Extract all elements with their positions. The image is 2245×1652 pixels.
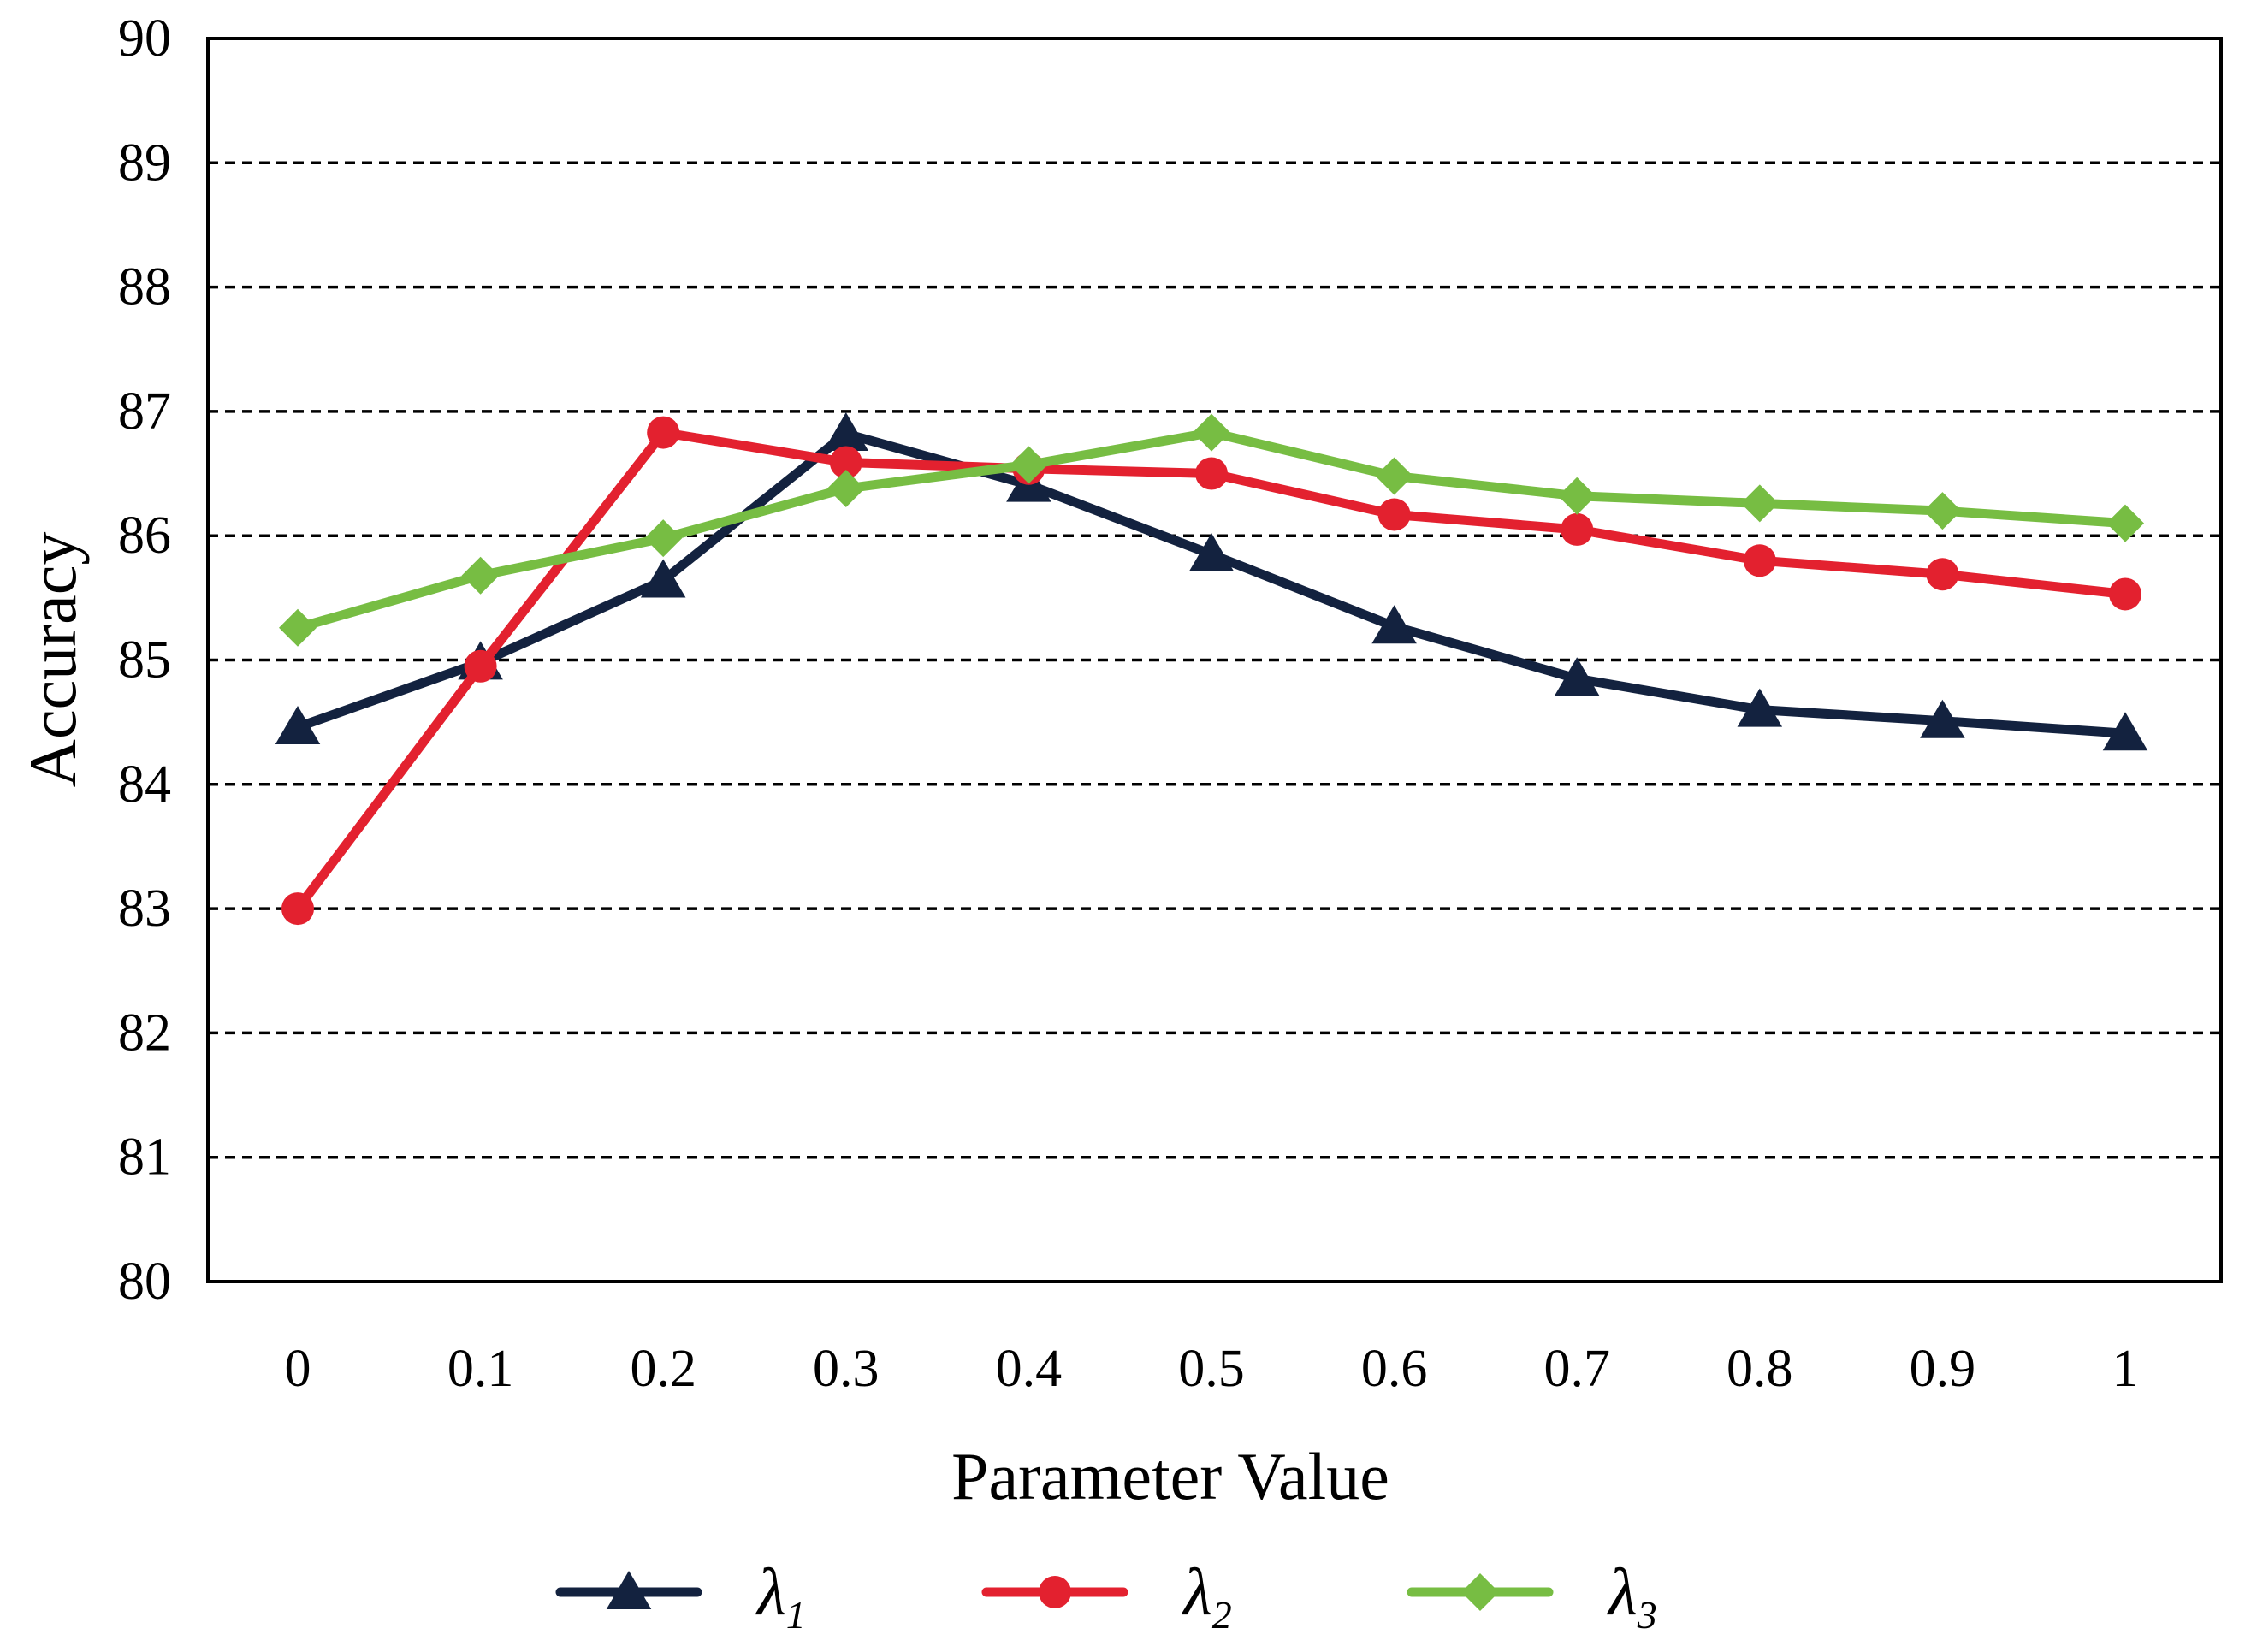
data-point — [829, 446, 862, 479]
series-2 — [281, 416, 2141, 926]
data-point — [1561, 512, 1594, 546]
data-point — [1193, 413, 1230, 452]
data-point — [1188, 532, 1235, 571]
gridlines — [208, 161, 2221, 1159]
y-tick-label: 89 — [118, 133, 171, 192]
y-tick-label: 80 — [118, 1252, 171, 1311]
legend-item-3: λ3 — [1407, 1554, 1657, 1637]
legend-marker — [606, 1571, 652, 1609]
data-point — [1195, 457, 1228, 490]
data-point — [2102, 712, 2148, 751]
data-point — [1923, 492, 1962, 530]
y-tick-label: 85 — [118, 631, 171, 690]
legend-marker — [1461, 1573, 1499, 1611]
data-point — [823, 412, 869, 452]
data-point — [1377, 498, 1411, 531]
y-tick-label: 84 — [118, 755, 171, 814]
data-point — [2106, 504, 2144, 542]
y-axis-title: Accuracy — [15, 532, 90, 788]
data-point — [826, 469, 865, 507]
data-point — [461, 556, 500, 595]
data-point — [2109, 577, 2141, 611]
data-point — [640, 559, 686, 598]
data-point — [275, 705, 321, 744]
data-point — [647, 416, 680, 449]
legend-marker — [1039, 1576, 1071, 1608]
legend-label: λ3 — [1607, 1554, 1657, 1637]
data-point — [1920, 699, 1965, 738]
data-point — [1375, 457, 1413, 495]
legend-subscript: 3 — [1637, 1593, 1657, 1637]
data-point — [1371, 605, 1417, 644]
x-tick-label: 0.2 — [630, 1340, 696, 1398]
x-tick-label: 1 — [2112, 1340, 2139, 1398]
data-point — [281, 892, 314, 926]
data-point — [1558, 477, 1596, 515]
x-tick-label: 0.7 — [1543, 1340, 1610, 1398]
y-tick-label: 81 — [118, 1128, 171, 1187]
legend-label: λ2 — [1182, 1554, 1232, 1637]
x-tick-label: 0.1 — [447, 1340, 514, 1398]
data-point — [1010, 446, 1048, 484]
legend-subscript: 2 — [1212, 1593, 1232, 1637]
x-tick-label: 0.5 — [1178, 1340, 1245, 1398]
x-tick-label: 0 — [285, 1340, 311, 1398]
data-point — [279, 608, 317, 647]
data-point — [1743, 544, 1776, 577]
data-series — [275, 412, 2148, 926]
data-point — [464, 649, 497, 683]
data-point — [1554, 657, 1600, 696]
series-1 — [275, 412, 2148, 751]
series-3 — [279, 413, 2144, 647]
data-point — [1737, 688, 1783, 727]
legend-subscript: 1 — [786, 1593, 806, 1637]
x-tick-label: 0.9 — [1910, 1340, 1976, 1398]
x-axis-title: Parameter Value — [951, 1439, 1389, 1513]
legend-label: λ1 — [755, 1554, 806, 1637]
y-tick-label: 90 — [118, 9, 171, 68]
y-axis-ticks: 80 81 82 83 84 85 86 87 88 89 90 — [118, 9, 171, 1311]
y-tick-label: 86 — [118, 506, 171, 565]
legend: λ1 λ2 λ3 — [555, 1554, 1657, 1637]
y-tick-label: 88 — [118, 258, 171, 317]
x-axis-ticks: 0 0.1 0.2 0.3 0.4 0.5 0.6 0.7 0.8 0.9 1 — [285, 1340, 2139, 1398]
y-tick-label: 87 — [118, 382, 171, 441]
data-point — [1926, 558, 1959, 591]
y-tick-label: 83 — [118, 879, 171, 938]
legend-item-1: λ1 — [555, 1554, 806, 1637]
x-tick-label: 0.4 — [996, 1340, 1063, 1398]
legend-item-2: λ2 — [981, 1554, 1232, 1637]
x-tick-label: 0.8 — [1727, 1340, 1793, 1398]
x-tick-label: 0.6 — [1361, 1340, 1428, 1398]
data-point — [1740, 484, 1779, 523]
x-tick-label: 0.3 — [813, 1340, 880, 1398]
y-tick-label: 82 — [118, 1004, 171, 1062]
plot-area-frame — [206, 37, 2223, 1283]
data-point — [644, 519, 683, 558]
